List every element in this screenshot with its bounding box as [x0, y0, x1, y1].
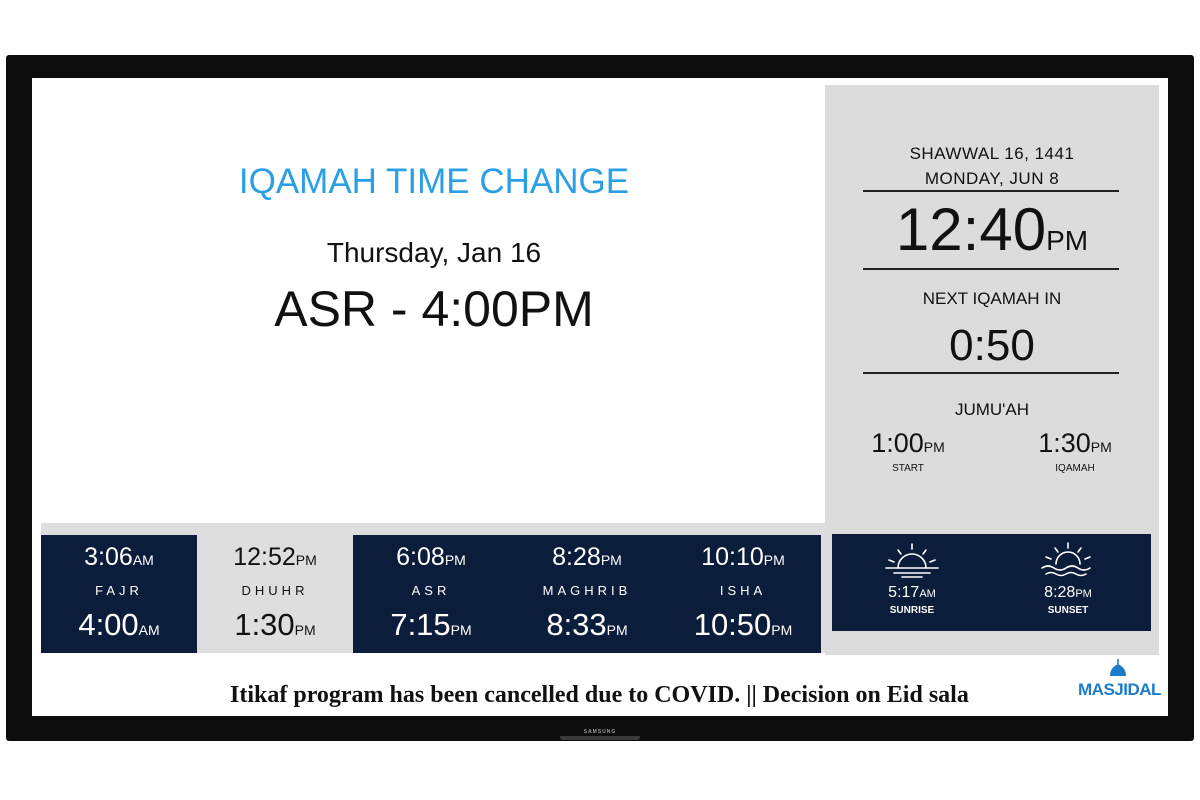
- adhan-time: 6:08: [396, 543, 445, 571]
- iqamah-time: 1:30: [234, 607, 295, 642]
- adhan-time: 8:28: [552, 543, 601, 571]
- prayer-asr: 6:08PM ASR 7:15PM: [353, 535, 509, 653]
- iqamah-ampm: PM: [450, 622, 472, 638]
- announcement-title: IQAMAH TIME CHANGE: [238, 162, 630, 201]
- sunrise-time: 5:17: [888, 584, 920, 601]
- prayer-name: FAJR: [95, 583, 143, 598]
- news-ticker: Itikaf program has been cancelled due to…: [230, 682, 969, 708]
- adhan-time: 12:52: [233, 543, 296, 571]
- prayer-isha: 10:10PM ISHA 10:50PM: [665, 535, 821, 653]
- iqamah-time: 4:00: [78, 607, 139, 642]
- announcement-slide: IQAMAH TIME CHANGE Thursday, Jan 16 ASR …: [32, 78, 824, 518]
- adhan-ampm: PM: [295, 552, 317, 568]
- divider: [863, 190, 1119, 192]
- hijri-date: SHAWWAL 16, 1441: [909, 144, 1075, 163]
- sunset-ampm: PM: [1075, 588, 1092, 600]
- sunset-icon: [1041, 542, 1091, 577]
- gregorian-date: MONDAY, JUN 8: [924, 169, 1060, 188]
- sunset-time: 8:28: [1044, 584, 1076, 601]
- adhan-ampm: PM: [444, 552, 466, 568]
- prayer-maghrib: 8:28PM MAGHRIB 8:33PM: [509, 535, 665, 653]
- sunset: 8:28PM SUNSET: [998, 540, 1138, 616]
- adhan-ampm: PM: [763, 552, 785, 568]
- jumuah-iqamah-ampm: PM: [1090, 439, 1112, 455]
- prayer-dhuhr: 12:52PM DHUHR 1:30PM: [197, 535, 353, 653]
- announcement-change: ASR - 4:00PM: [274, 281, 594, 337]
- sunrise: 5:17AM SUNRISE: [842, 540, 982, 616]
- prayer-name: DHUHR: [241, 583, 309, 598]
- next-iqamah-label: NEXT IQAMAH IN: [922, 289, 1062, 308]
- iqamah-time: 8:33: [546, 607, 607, 642]
- adhan-ampm: PM: [600, 552, 622, 568]
- sunrise-icon: [885, 543, 939, 578]
- next-iqamah-countdown: 0:50: [949, 321, 1035, 370]
- jumuah-start-label: START: [892, 463, 924, 474]
- prayer-name: ISHA: [719, 583, 767, 598]
- prayer-name: MAGHRIB: [542, 583, 632, 598]
- clock-time: 12:40: [895, 196, 1047, 263]
- iqamah-ampm: PM: [771, 622, 793, 638]
- adhan-ampm: AM: [132, 552, 154, 568]
- clock-ampm: PM: [1046, 225, 1089, 256]
- jumuah-iqamah-label: IQAMAH: [1055, 463, 1095, 474]
- jumuah-iqamah-time: 1:30: [1038, 428, 1091, 458]
- adhan-time: 10:10: [701, 543, 764, 571]
- jumuah-start-ampm: PM: [923, 439, 945, 455]
- tv-stand: [560, 736, 640, 740]
- divider: [863, 372, 1119, 374]
- jumuah-start: 1:00PM START: [848, 428, 968, 474]
- announcement-date: Thursday, Jan 16: [326, 237, 542, 268]
- sunrise-ampm: AM: [919, 588, 936, 600]
- mosque-dome-icon: [1110, 659, 1126, 676]
- iqamah-ampm: AM: [138, 622, 160, 638]
- iqamah-time: 7:15: [390, 607, 451, 642]
- iqamah-ampm: PM: [606, 622, 628, 638]
- display-screen: IQAMAH TIME CHANGE Thursday, Jan 16 ASR …: [32, 78, 1168, 716]
- tv-brand: SAMSUNG: [583, 729, 617, 735]
- masjidal-logo: MASJIDAL: [1078, 658, 1161, 708]
- jumuah-label: JUMU'AH: [954, 400, 1030, 419]
- sunrise-label: SUNRISE: [889, 605, 935, 616]
- current-time: 12:40PM: [825, 200, 1159, 260]
- adhan-time: 3:06: [84, 543, 133, 571]
- logo-text: MASJIDAL: [1078, 680, 1161, 699]
- jumuah-start-time: 1:00: [871, 428, 924, 458]
- prayer-times-strip: 3:06AM FAJR 4:00AM 12:52PM DHUHR 1:30PM …: [41, 523, 825, 653]
- prayer-fajr: 3:06AM FAJR 4:00AM: [41, 535, 197, 653]
- iqamah-ampm: PM: [294, 622, 316, 638]
- jumuah-iqamah: 1:30PM IQAMAH: [1015, 428, 1135, 474]
- sunset-label: SUNSET: [1047, 605, 1089, 616]
- divider: [863, 268, 1119, 270]
- sun-times-panel: 5:17AM SUNRISE 8:28PM SUNSET: [832, 534, 1151, 631]
- prayer-name: ASR: [411, 583, 451, 598]
- iqamah-time: 10:50: [693, 607, 772, 642]
